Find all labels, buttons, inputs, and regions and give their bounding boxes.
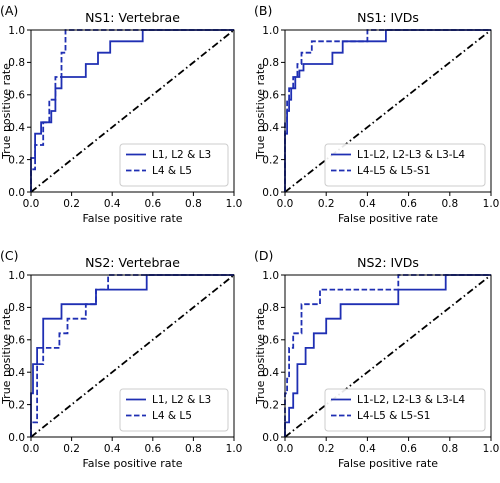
x-tick-label: 1.0: [483, 198, 500, 210]
y-tick-label: 0.8: [8, 57, 25, 69]
legend-box: [119, 143, 229, 187]
y-tick-label: 0.4: [8, 367, 25, 379]
x-tick-label: 0.2: [318, 443, 335, 455]
legend: L1, L2 & L3 L4 & L5: [119, 388, 229, 432]
panel-d: (D) NS2: IVDs 0.0 0.2 0.4 0.6 0.8 1.0 0.0 0.2 0.4 0…: [254, 248, 499, 470]
x-tick-label: 0.4: [104, 198, 121, 210]
legend-label: L4 & L5: [152, 410, 192, 422]
x-tick-label: 0.6: [144, 198, 161, 210]
chart-title: NS2: Vertebrae: [85, 255, 180, 270]
x-tick-label: 0.8: [441, 443, 458, 455]
x-tick-label: 0.6: [144, 443, 161, 455]
legend: L1-L2, L2-L3 & L3-L4 L4-L5 & L5-S1: [324, 143, 486, 187]
x-tick-label: 0.8: [185, 443, 202, 455]
legend-label: L4-L5 & L5-S1: [357, 410, 430, 422]
x-tick-label: 0.4: [104, 443, 121, 455]
axes-frame: [30, 274, 235, 438]
y-tick-label: 0.6: [8, 335, 25, 347]
legend: L1-L2, L2-L3 & L3-L4 L4-L5 & L5-S1: [324, 388, 486, 432]
y-tick-label: 0.8: [8, 302, 25, 314]
panel-label: (B): [254, 3, 272, 18]
x-tick-label: 0.0: [23, 198, 40, 210]
panel-a: (A) NS1: Vertebrae 0.0 0.2 0.4 0.6 0.8 1.0 0.0 0.…: [0, 3, 242, 225]
legend-box: [119, 388, 229, 432]
y-tick-label: 0.8: [262, 57, 279, 69]
panel-label: (A): [0, 3, 18, 18]
y-tick-label: 0.0: [8, 432, 25, 444]
panel-label: (C): [0, 248, 18, 263]
legend-box: [324, 143, 486, 187]
x-axis-label: False positive rate: [338, 212, 438, 225]
legend-label: L1-L2, L2-L3 & L3-L4: [357, 394, 465, 406]
y-axis-label: True positive rate: [254, 63, 267, 160]
y-tick-label: 0.0: [262, 432, 279, 444]
legend: L1, L2 & L3 L4 & L5: [119, 143, 229, 187]
y-tick-label: 0.6: [262, 90, 279, 102]
x-tick-label: 0.6: [400, 443, 417, 455]
legend-label: L4 & L5: [152, 165, 192, 177]
legend-label: L4-L5 & L5-S1: [357, 165, 430, 177]
x-tick-label: 1.0: [226, 198, 243, 210]
y-tick-label: 0.6: [8, 90, 25, 102]
chance-diagonal-line: [284, 274, 492, 438]
roc-curve-solid: [284, 274, 491, 437]
roc-curve-solid: [30, 29, 234, 192]
x-axis-label: False positive rate: [338, 457, 438, 470]
axes-frame: [30, 29, 235, 193]
y-tick-label: 0.6: [262, 335, 279, 347]
x-tick-label: 0.0: [23, 443, 40, 455]
y-tick-label: 0.0: [262, 187, 279, 199]
x-tick-label: 0.0: [277, 443, 294, 455]
legend-label: L1, L2 & L3: [152, 394, 211, 406]
x-tick-label: 0.4: [359, 443, 376, 455]
chart-title: NS1: Vertebrae: [85, 10, 180, 25]
roc-curve-solid: [30, 274, 234, 437]
x-axis-label: False positive rate: [82, 457, 182, 470]
legend-label: L1, L2 & L3: [152, 149, 211, 161]
axes-frame: [284, 29, 492, 193]
chance-diagonal-line: [284, 29, 492, 193]
x-tick-label: 1.0: [226, 443, 243, 455]
roc-curve-dashed: [284, 274, 491, 437]
y-tick-label: 0.8: [262, 302, 279, 314]
panel-c: (C) NS2: Vertebrae 0.0 0.2 0.4 0.6 0.8 1.0 0.0 0.…: [0, 248, 242, 470]
x-tick-label: 0.0: [277, 198, 294, 210]
y-tick-label: 0.2: [262, 399, 279, 411]
y-axis-label: True positive rate: [254, 308, 267, 405]
x-tick-label: 0.8: [441, 198, 458, 210]
panel-b: (B) NS1: IVDs 0.0 0.2 0.4 0.6 0.8 1.0 0.0 0.2 0.4 0…: [254, 3, 499, 225]
y-tick-label: 0.4: [8, 122, 25, 134]
legend-box: [324, 388, 486, 432]
y-tick-label: 0.2: [262, 154, 279, 166]
legend-label: L1-L2, L2-L3 & L3-L4: [357, 149, 465, 161]
x-tick-label: 1.0: [483, 443, 500, 455]
roc-curve-dashed: [30, 274, 234, 437]
axes-frame: [284, 274, 492, 438]
x-tick-label: 0.2: [318, 198, 335, 210]
x-tick-label: 0.4: [359, 198, 376, 210]
y-tick-label: 1.0: [262, 270, 279, 282]
y-tick-label: 0.2: [8, 399, 25, 411]
x-tick-label: 0.6: [400, 198, 417, 210]
y-tick-label: 1.0: [8, 270, 25, 282]
y-tick-label: 0.4: [262, 122, 279, 134]
y-tick-label: 0.0: [8, 187, 25, 199]
roc-curve-dashed: [30, 29, 234, 192]
roc-curve-dashed: [284, 29, 491, 192]
y-tick-label: 1.0: [8, 25, 25, 37]
x-tick-label: 0.2: [63, 443, 80, 455]
x-axis-label: False positive rate: [82, 212, 182, 225]
chart-title: NS1: IVDs: [357, 10, 419, 25]
panel-label: (D): [254, 248, 273, 263]
y-tick-label: 0.4: [262, 367, 279, 379]
chart-title: NS2: IVDs: [357, 255, 419, 270]
y-tick-label: 1.0: [262, 25, 279, 37]
x-tick-label: 0.2: [63, 198, 80, 210]
x-tick-label: 0.8: [185, 198, 202, 210]
y-tick-label: 0.2: [8, 154, 25, 166]
y-axis-label: True positive rate: [0, 63, 13, 160]
y-axis-label: True positive rate: [0, 308, 13, 405]
